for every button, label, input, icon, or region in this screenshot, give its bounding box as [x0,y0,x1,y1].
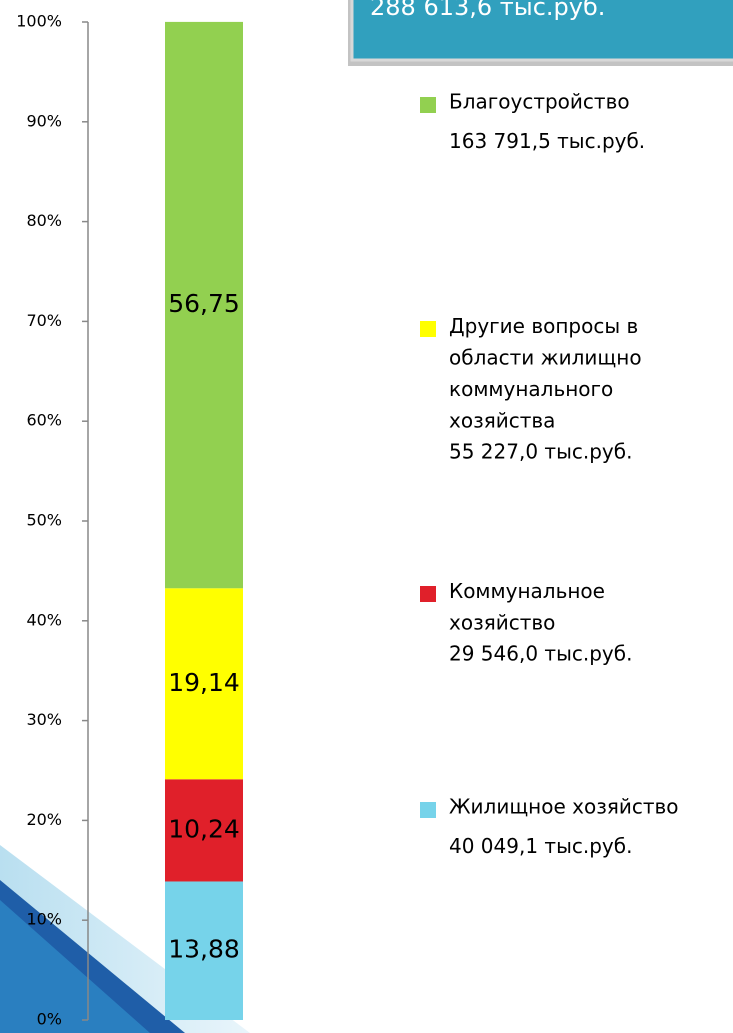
bar-segment [165,21,243,589]
y-tick-label: 70% [26,311,62,330]
header-box [350,0,733,62]
legend-label: Коммунальное хозяйство [449,579,605,635]
y-tick-label: 10% [26,910,62,929]
data-label: 10,24 [168,814,240,843]
y-tick-label: 30% [26,710,62,729]
y-tick-label: 0% [37,1010,62,1029]
legend-amount: 40 049,1 тыс.руб. [449,834,632,858]
data-label: 56,75 [168,289,240,318]
legend-swatch [420,586,436,602]
bar-segment [165,588,243,780]
legend-amount: 163 791,5 тыс.руб. [449,129,645,153]
y-tick-label: 40% [26,610,62,629]
data-label: 13,88 [168,935,240,964]
legend-amount: 29 546,0 тыс.руб. [449,642,632,666]
y-tick-label: 50% [26,511,62,530]
legend-label: Благоустройство [449,90,630,114]
legend-swatch [420,802,436,818]
decoration [0,900,150,1033]
y-tick-label: 100% [16,12,62,31]
legend-label: Другие вопросы в области жилищно коммуналь… [449,314,642,433]
header-text: 288 613,6 тыс.руб. [370,0,605,21]
y-tick-label: 80% [26,211,62,230]
legend-label: Жилищное хозяйство [449,795,679,819]
bar-segment [165,779,243,882]
y-tick-label: 20% [26,810,62,829]
y-tick-label: 60% [26,411,62,430]
y-tick-label: 90% [26,111,62,130]
legend-swatch [420,321,436,337]
bar-segment [165,881,243,1020]
data-label: 19,14 [168,668,240,697]
legend-amount: 55 227,0 тыс.руб. [449,440,632,464]
legend-swatch [420,97,436,113]
